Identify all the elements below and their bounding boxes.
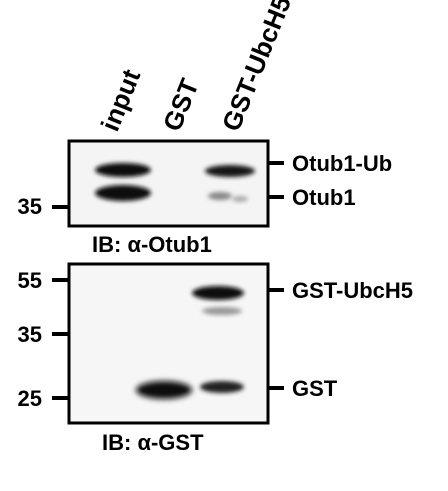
lane-headers: input GST GST-UbcH5: [95, 0, 297, 135]
band-gst-ubch5-minor: [202, 307, 242, 315]
lane-header-input: input: [95, 65, 147, 135]
band-label-gst: GST: [292, 376, 338, 401]
marker-label-25: 25: [18, 386, 42, 411]
blot-top-frame: [67, 139, 270, 228]
band-label-otub1: Otub1: [292, 185, 356, 210]
band-gst-lane-gst-ubch5: [200, 381, 244, 393]
band-gst-ubch5-fusion: [192, 286, 244, 300]
blot-top: 35 Otub1-Ub Otub1 IB: α-Otub1: [18, 139, 392, 257]
band-input-otub1: [95, 185, 151, 201]
band-label-otub1-ub: Otub1-Ub: [292, 151, 392, 176]
band-gst-ubch5-otub1-faint-2: [232, 196, 248, 202]
marker-label-35-top: 35: [18, 194, 42, 219]
blot-bottom: 55 35 25 GST-UbcH5 GST IB: α-GST: [18, 262, 413, 455]
lane-header-gst: GST: [157, 74, 205, 135]
blot-bottom-caption: IB: α-GST: [102, 430, 204, 455]
lane-header-gst-ubch5: GST-UbcH5: [216, 0, 297, 135]
band-gst-ubch5-otub1-ub: [205, 165, 255, 177]
blot-top-caption: IB: α-Otub1: [92, 232, 212, 257]
band-input-otub1-ub: [95, 163, 151, 177]
band-gst-lane-gst: [136, 381, 192, 399]
band-gst-ubch5-otub1-faint: [208, 192, 232, 200]
marker-label-55: 55: [18, 268, 42, 293]
blot-bottom-frame: [67, 262, 270, 425]
band-label-gst-ubch5: GST-UbcH5: [292, 278, 413, 303]
marker-label-35-bottom: 35: [18, 322, 42, 347]
